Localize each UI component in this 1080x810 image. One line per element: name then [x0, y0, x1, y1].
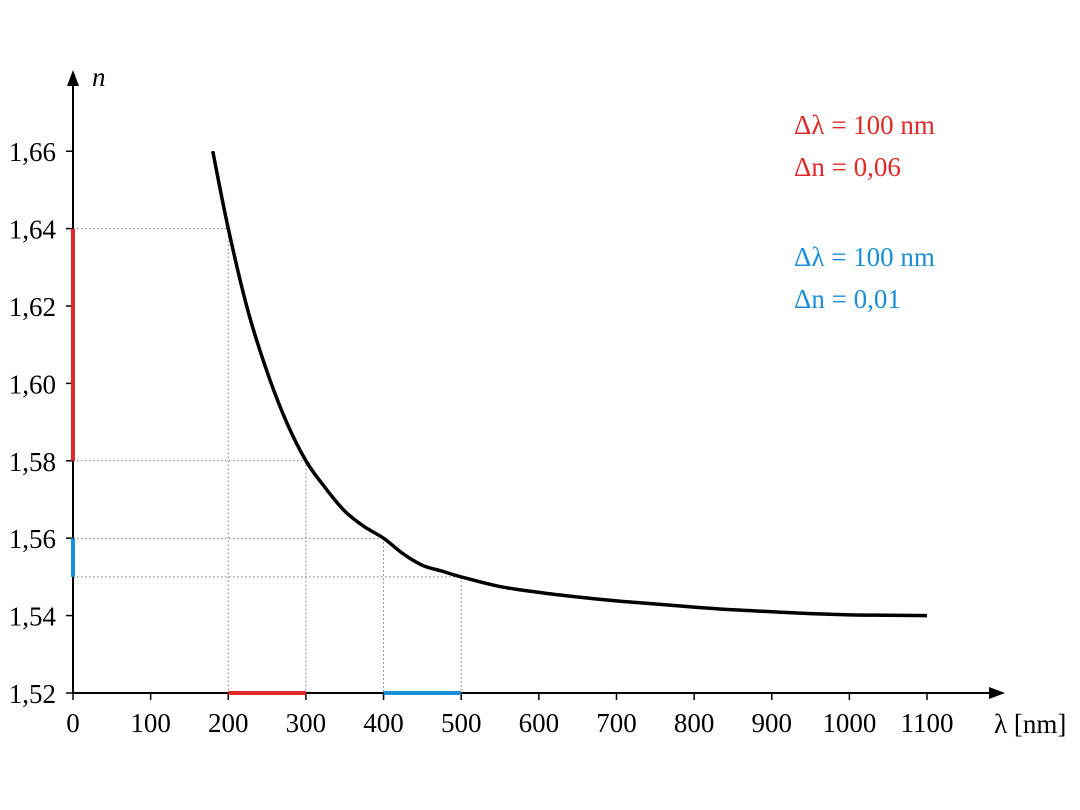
reference-lines [73, 228, 462, 693]
y-tick-label-1: 1,54 [9, 602, 57, 632]
x-tick-label-10: 1000 [822, 708, 876, 738]
y-axis-title: n [92, 62, 106, 92]
annotation-0-line-1: Δn = 0,06 [794, 152, 901, 182]
x-tick-label-5: 500 [441, 708, 482, 738]
x-axis-arrow [989, 687, 1005, 699]
x-tick-label-6: 600 [519, 708, 560, 738]
annotation-1-line-1: Δn = 0,01 [794, 284, 901, 314]
x-tick-label-8: 800 [674, 708, 715, 738]
x-axis-title: λ [nm] [994, 709, 1066, 739]
x-tick-label-4: 400 [363, 708, 404, 738]
x-tick-label-1: 100 [130, 708, 171, 738]
y-tick-label-7: 1,66 [9, 137, 56, 167]
highlight-intervals [71, 228, 462, 695]
x-tick-label-0: 0 [66, 708, 80, 738]
y-axis-arrow [67, 70, 79, 86]
y-tick-label-6: 1,64 [9, 215, 57, 245]
y-tick-label-5: 1,62 [9, 292, 56, 322]
x-tick-label-9: 900 [752, 708, 793, 738]
dispersion-curve-layer [211, 150, 928, 618]
x-tick-label-11: 1100 [901, 708, 954, 738]
annotation-1-line-0: Δλ = 100 nm [794, 242, 935, 272]
y-tick-label-4: 1,60 [9, 369, 56, 399]
annotations: Δλ = 100 nm Δn = 0,06 Δλ = 100 nm Δn = 0,01 [794, 110, 935, 314]
tick-labels: 0 100 200 300 400 500 600 700 800 900 1000 1100 1,52… [9, 137, 954, 738]
x-tick-label-2: 200 [208, 708, 249, 738]
y-tick-label-3: 1,58 [9, 447, 56, 477]
x-tick-label-3: 300 [286, 708, 327, 738]
x-tick-label-7: 700 [596, 708, 637, 738]
y-tick-label-2: 1,56 [9, 524, 56, 554]
y-tick-label-0: 1,52 [9, 679, 56, 709]
annotation-0-line-0: Δλ = 100 nm [794, 110, 935, 140]
dispersion-curve-0 [211, 150, 928, 618]
